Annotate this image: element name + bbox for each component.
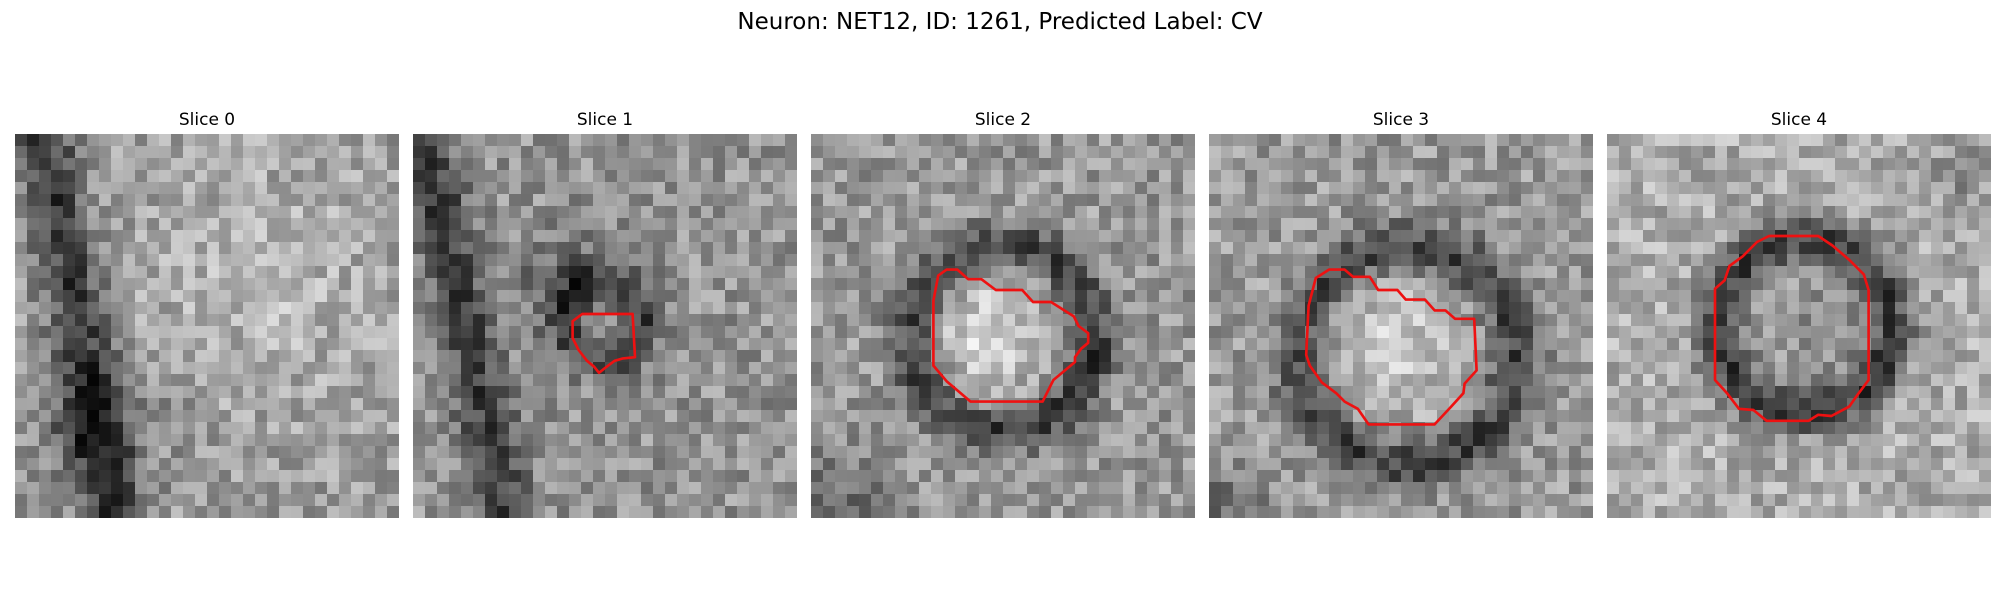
slice-image (413, 134, 797, 518)
slice-image (15, 134, 399, 518)
slice-panel-3: Slice 3 (1209, 108, 1593, 518)
slice-panel-0: Slice 0 (15, 108, 399, 518)
slice-title: Slice 1 (576, 110, 634, 130)
slice-title: Slice 2 (974, 110, 1032, 130)
contour-outline (932, 268, 1090, 403)
slice-panel-2: Slice 2 (811, 108, 1195, 518)
segmentation-contour (932, 268, 1090, 403)
slice-image (1607, 134, 1991, 518)
slice-title: Slice 4 (1770, 110, 1828, 130)
slice-image (811, 134, 1195, 518)
slice-title: Slice 0 (178, 110, 236, 130)
contour-outline (1713, 234, 1870, 423)
slice-panel-4: Slice 4 (1607, 108, 1991, 518)
segmentation-contour (1304, 268, 1478, 426)
slice-title: Slice 3 (1372, 110, 1430, 130)
slice-panel-1: Slice 1 (413, 108, 797, 518)
segmentation-contour (1713, 234, 1870, 423)
slice-image (1209, 134, 1593, 518)
figure-title: Neuron: NET12, ID: 1261, Predicted Label… (737, 9, 1263, 35)
contour-outline (571, 312, 637, 375)
segmentation-contour (571, 312, 637, 375)
contour-outline (1304, 268, 1478, 426)
